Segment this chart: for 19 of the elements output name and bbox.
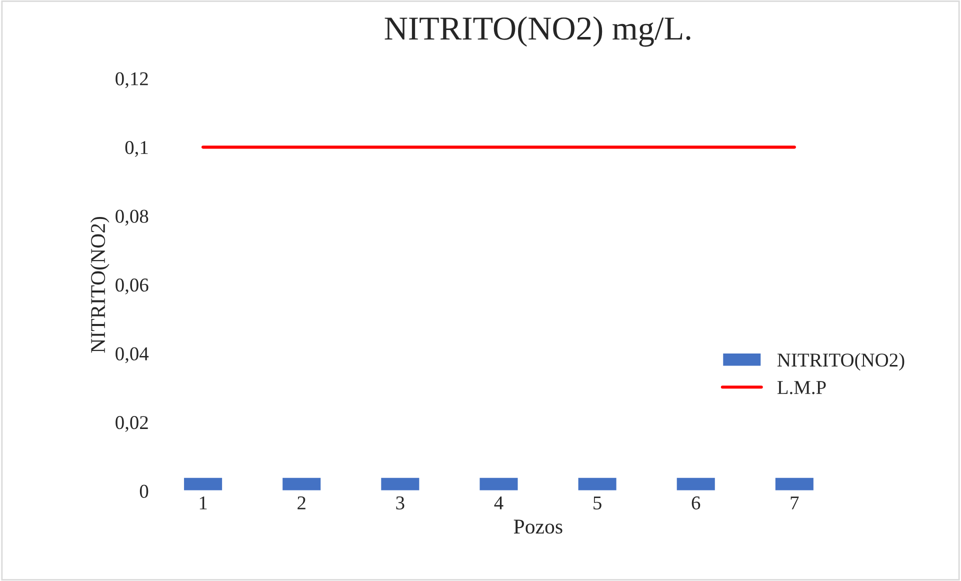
x-tick-label: 4 (494, 496, 504, 510)
chart-title: NITRITO(NO2) mg/L. (384, 16, 690, 47)
x-tick-label: 2 (298, 496, 306, 510)
y-tick-label: 0 (140, 484, 148, 498)
x-tick-label: 1 (200, 496, 207, 510)
y-tick-label: 0,1 (125, 141, 148, 157)
y-tick-label: 0,06 (116, 278, 148, 294)
x-tick-label: 7 (790, 496, 799, 510)
legend-label: NITRITO(NO2) (777, 352, 904, 371)
x-tick-label: 6 (692, 496, 700, 510)
x-axis-title: Pozos (514, 520, 562, 534)
x-tick-label: 5 (594, 496, 602, 510)
y-axis-title: NITRITO(NO2) (90, 216, 110, 353)
y-tick-label: 0,12 (116, 72, 148, 88)
y-tick-label: 0,08 (116, 210, 148, 226)
y-tick-label: 0,04 (116, 347, 149, 364)
y-tick-label: 0,02 (116, 416, 148, 432)
x-tick-label: 3 (396, 496, 404, 510)
legend-label: L.M.P (777, 381, 826, 394)
